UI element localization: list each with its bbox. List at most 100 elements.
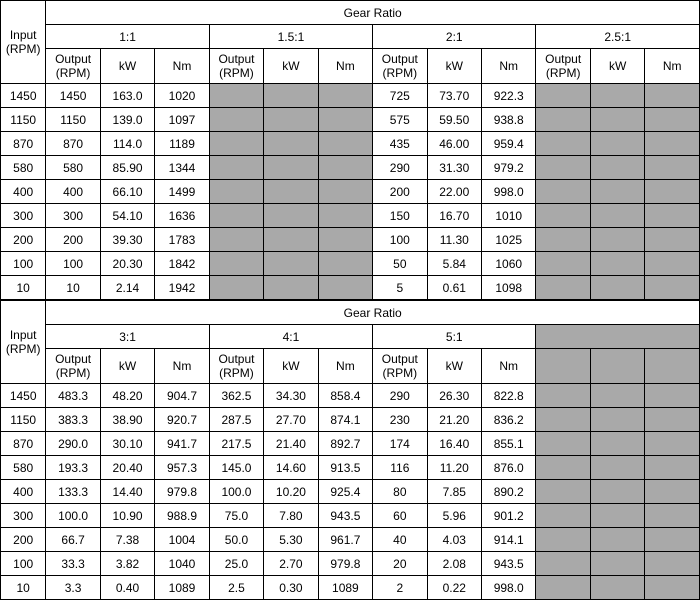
data-cell: 979.8 (155, 480, 209, 504)
gear-table-1: Input (RPM)Gear Ratio1:11.5:12:12.5:1Out… (0, 0, 700, 300)
ratio-header: 1:1 (46, 25, 209, 49)
data-cell (645, 504, 700, 528)
data-cell: 116 (373, 456, 427, 480)
data-cell (264, 276, 318, 300)
ratio-header: 2:1 (373, 25, 536, 49)
data-cell (318, 252, 372, 276)
input-rpm-cell: 100 (1, 252, 46, 276)
data-cell (590, 204, 644, 228)
kw-subheader: kW (100, 349, 154, 384)
data-cell (590, 384, 644, 408)
data-cell (645, 156, 700, 180)
data-cell (536, 480, 590, 504)
data-cell (590, 252, 644, 276)
data-cell: 100.0 (209, 480, 263, 504)
data-cell (645, 276, 700, 300)
data-cell: 7.80 (264, 504, 318, 528)
data-cell (264, 252, 318, 276)
output_rpm-subheader: Output (RPM) (46, 49, 100, 84)
data-cell: 2.5 (209, 576, 263, 600)
data-cell: 85.90 (100, 156, 154, 180)
input-rpm-cell: 1450 (1, 384, 46, 408)
data-cell: 150 (373, 204, 427, 228)
kw-subheader: kW (264, 49, 318, 84)
data-cell: 30.10 (100, 432, 154, 456)
data-cell: 5.30 (264, 528, 318, 552)
data-cell (590, 276, 644, 300)
data-cell: 48.20 (100, 384, 154, 408)
data-cell: 874.1 (318, 408, 372, 432)
data-cell: 961.7 (318, 528, 372, 552)
data-cell: 925.4 (318, 480, 372, 504)
data-cell (318, 156, 372, 180)
data-cell: 1150 (46, 108, 100, 132)
data-cell (645, 576, 700, 600)
data-cell: 133.3 (46, 480, 100, 504)
data-cell (536, 156, 590, 180)
data-cell: 10.90 (100, 504, 154, 528)
input-rpm-header: Input (RPM) (1, 1, 46, 84)
data-cell: 901.2 (482, 504, 536, 528)
data-cell: 54.10 (100, 204, 154, 228)
data-cell: 3.82 (100, 552, 154, 576)
kw-subheader: kW (100, 49, 154, 84)
data-cell: 858.4 (318, 384, 372, 408)
data-cell (264, 156, 318, 180)
data-cell: 200 (46, 228, 100, 252)
nm-subheader: Nm (482, 349, 536, 384)
data-cell: 11.30 (427, 228, 481, 252)
data-cell: 287.5 (209, 408, 263, 432)
data-cell: 20 (373, 552, 427, 576)
data-cell (645, 180, 700, 204)
data-cell: 33.3 (46, 552, 100, 576)
data-cell: 822.8 (482, 384, 536, 408)
ratio-header: 5:1 (373, 325, 536, 349)
output_rpm-subheader: Output (RPM) (536, 49, 590, 84)
data-cell (536, 252, 590, 276)
kw-subheader: kW (427, 49, 481, 84)
data-cell (645, 228, 700, 252)
data-cell: 73.70 (427, 84, 481, 108)
data-cell (645, 132, 700, 156)
gear-ratio-tables: Input (RPM)Gear Ratio1:11.5:12:12.5:1Out… (0, 0, 700, 600)
gear-ratio-header: Gear Ratio (46, 1, 700, 25)
data-cell (590, 552, 644, 576)
data-cell: 876.0 (482, 456, 536, 480)
data-cell: 40 (373, 528, 427, 552)
data-cell: 60 (373, 504, 427, 528)
data-cell (264, 180, 318, 204)
data-cell (590, 132, 644, 156)
data-cell (264, 132, 318, 156)
kw-subheader: kW (264, 349, 318, 384)
data-cell: 21.20 (427, 408, 481, 432)
data-cell: 26.30 (427, 384, 481, 408)
data-cell: 50 (373, 252, 427, 276)
nm-subheader (645, 349, 700, 384)
data-cell: 979.8 (318, 552, 372, 576)
data-cell: 50.0 (209, 528, 263, 552)
data-cell: 0.40 (100, 576, 154, 600)
data-cell: 25.0 (209, 552, 263, 576)
input-rpm-cell: 200 (1, 228, 46, 252)
data-cell: 66.7 (46, 528, 100, 552)
data-cell: 941.7 (155, 432, 209, 456)
nm-subheader: Nm (318, 349, 372, 384)
data-cell: 988.9 (155, 504, 209, 528)
data-cell (318, 228, 372, 252)
data-cell: 1025 (482, 228, 536, 252)
data-cell: 1098 (482, 276, 536, 300)
data-cell: 938.8 (482, 108, 536, 132)
data-cell: 0.30 (264, 576, 318, 600)
data-cell: 400 (46, 180, 100, 204)
data-cell: 2.08 (427, 552, 481, 576)
input-rpm-header: Input (RPM) (1, 301, 46, 384)
ratio-header: 4:1 (209, 325, 372, 349)
input-rpm-cell: 1450 (1, 84, 46, 108)
data-cell: 1783 (155, 228, 209, 252)
data-cell (209, 108, 263, 132)
input-rpm-cell: 200 (1, 528, 46, 552)
input-rpm-cell: 400 (1, 180, 46, 204)
data-cell: 2.14 (100, 276, 154, 300)
data-cell: 75.0 (209, 504, 263, 528)
data-cell: 100.0 (46, 504, 100, 528)
